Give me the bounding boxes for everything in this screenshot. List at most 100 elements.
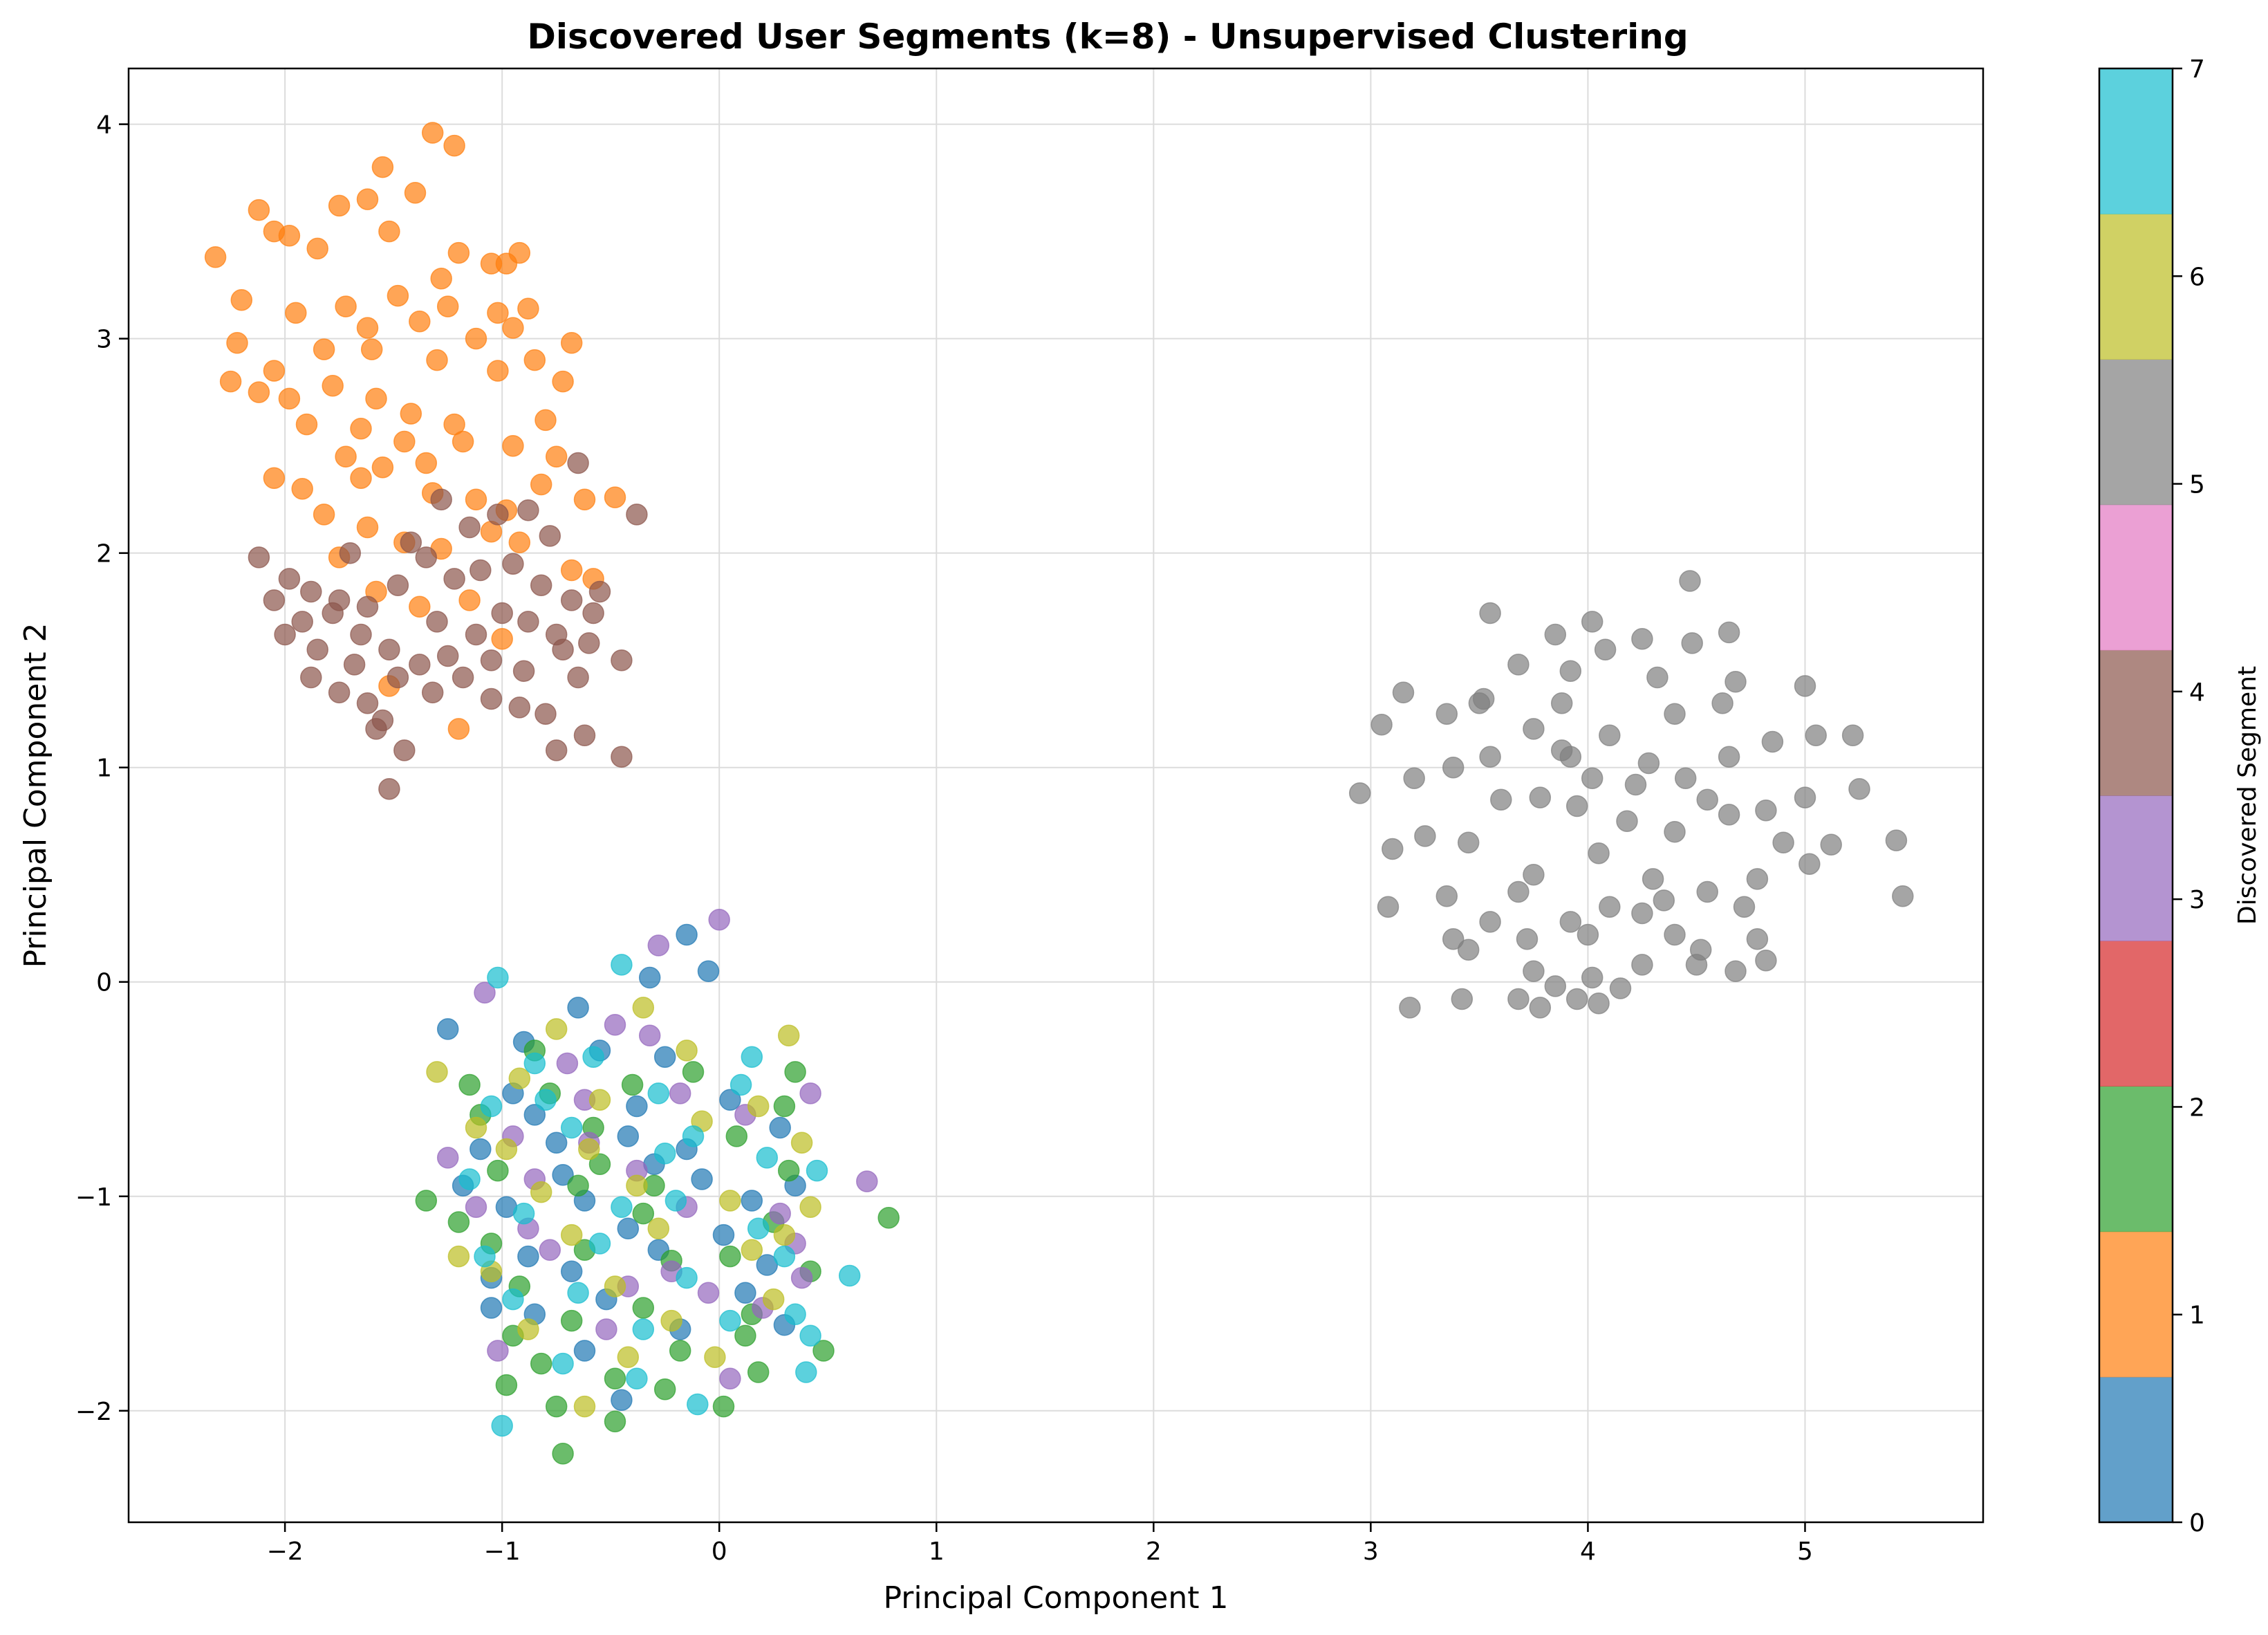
data-point (1718, 621, 1740, 644)
data-point (617, 1346, 640, 1369)
data-point (339, 542, 362, 564)
data-point (560, 1309, 583, 1332)
data-point (567, 666, 589, 689)
data-point (291, 611, 313, 633)
colorbar-tick-label: 0 (2189, 1509, 2205, 1537)
colorbar-tick-label: 2 (2189, 1093, 2205, 1122)
data-point (539, 525, 561, 547)
data-point (356, 317, 379, 339)
data-point (400, 403, 422, 425)
data-point (409, 311, 431, 333)
data-point (773, 1223, 796, 1246)
data-point (371, 456, 394, 479)
data-point (1755, 799, 1777, 822)
data-point (335, 445, 357, 468)
data-point (552, 1164, 574, 1186)
data-point (653, 1378, 676, 1401)
data-point (1892, 885, 1914, 907)
data-point (604, 1410, 626, 1433)
data-point (790, 1131, 813, 1154)
data-point (1577, 923, 1599, 946)
data-point (578, 1138, 600, 1161)
data-point (1544, 623, 1567, 646)
data-point (371, 156, 394, 178)
data-point (400, 531, 422, 553)
data-point (1479, 911, 1501, 933)
data-point (387, 666, 409, 689)
data-point (378, 638, 400, 661)
data-point (697, 960, 720, 982)
data-point (1755, 949, 1777, 972)
data-point (638, 1024, 661, 1046)
colorbar-tick-label: 1 (2189, 1302, 2205, 1330)
colorbar-band (2099, 1376, 2173, 1523)
data-point (719, 1245, 741, 1268)
data-point (356, 188, 379, 210)
data-point (1588, 992, 1610, 1015)
data-point (491, 627, 513, 650)
data-point (365, 387, 387, 410)
data-point (747, 1361, 770, 1383)
data-point (660, 1309, 682, 1332)
data-point (291, 477, 313, 500)
data-point (777, 1024, 800, 1046)
data-point (588, 1153, 611, 1176)
data-point (1746, 868, 1769, 890)
colorbar-tick-label: 3 (2189, 886, 2205, 914)
data-point (734, 1324, 756, 1347)
data-point (421, 122, 444, 144)
data-point (1664, 923, 1686, 946)
data-point (1599, 896, 1621, 918)
colorbar-band (2099, 1231, 2173, 1378)
data-point (1414, 825, 1436, 847)
data-point (458, 1168, 481, 1190)
data-point (1820, 833, 1842, 856)
data-point (812, 1340, 835, 1362)
data-point (664, 1190, 687, 1212)
data-point (300, 580, 322, 603)
data-point (626, 504, 648, 526)
data-point (350, 623, 372, 646)
data-point (756, 1147, 779, 1169)
data-point (248, 546, 270, 569)
data-point (1664, 703, 1686, 725)
data-point (611, 1389, 633, 1412)
data-point (1507, 654, 1530, 676)
data-point (1435, 703, 1458, 725)
data-point (1442, 756, 1465, 779)
data-point (491, 602, 513, 625)
data-point (517, 297, 539, 320)
data-point (719, 1089, 741, 1111)
x-tick-label: 0 (712, 1537, 727, 1566)
data-point (626, 1174, 648, 1197)
data-point (762, 1288, 785, 1311)
data-point (409, 595, 431, 618)
data-point (480, 1095, 503, 1118)
data-point (604, 1013, 626, 1036)
data-point (1588, 842, 1610, 865)
data-point (773, 1245, 796, 1268)
data-point (877, 1207, 900, 1229)
data-point (725, 1125, 748, 1147)
data-point (552, 638, 574, 661)
data-point (313, 338, 335, 360)
data-point (632, 997, 655, 1019)
data-point (356, 516, 379, 539)
data-point (1848, 777, 1870, 800)
grid-lines (129, 68, 1983, 1522)
data-point (426, 349, 448, 371)
data-point (1885, 829, 1908, 851)
data-point (611, 954, 633, 976)
data-point (415, 452, 438, 474)
data-point (604, 1367, 626, 1390)
data-point (552, 370, 574, 393)
data-point (458, 516, 481, 539)
data-point (1637, 752, 1660, 775)
data-point (204, 246, 227, 268)
data-point (799, 1196, 821, 1219)
data-point (430, 488, 452, 510)
data-point (1798, 853, 1821, 875)
data-point (1674, 767, 1697, 789)
data-point (530, 574, 552, 596)
data-point (1565, 988, 1588, 1010)
